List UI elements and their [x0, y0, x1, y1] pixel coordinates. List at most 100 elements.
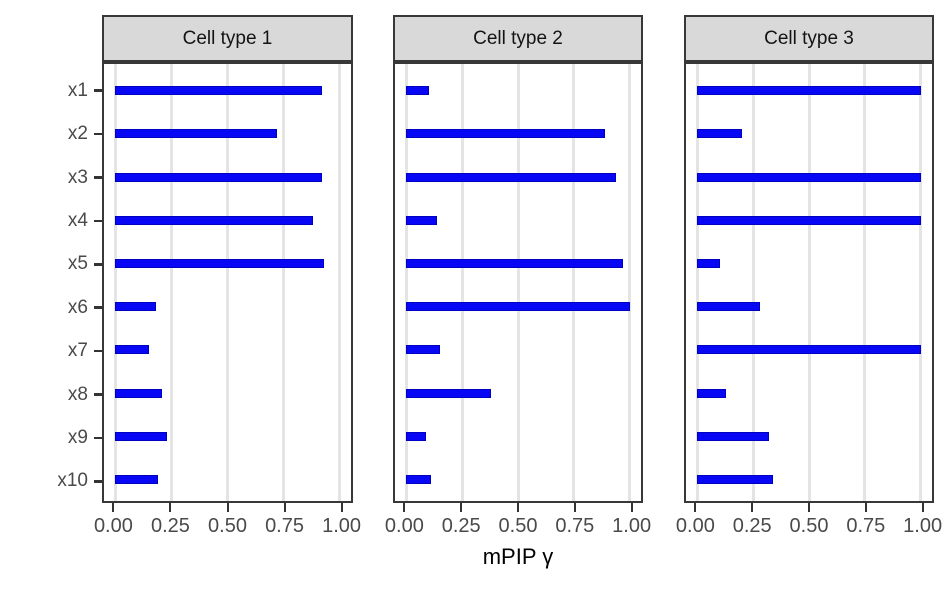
facet-cell-type-3: Cell type 3 0.00 0.25 0.50 0.75 1.00	[676, 15, 942, 563]
bar	[697, 474, 774, 484]
y-axis-row: x8	[0, 373, 102, 416]
bar	[697, 86, 921, 96]
y-axis-row: x5	[0, 243, 102, 286]
bar-row	[686, 199, 932, 242]
bar-rows	[104, 64, 351, 501]
plot-panel	[102, 62, 353, 503]
bar-row	[104, 112, 351, 155]
bar	[697, 431, 769, 441]
gridline	[516, 64, 520, 501]
gridline	[169, 64, 173, 501]
x-tick-label: 0.00	[675, 515, 715, 537]
y-category-label: x9	[67, 426, 88, 448]
facet-strip: Cell type 3	[684, 15, 934, 62]
gridline	[863, 64, 867, 501]
y-tick	[94, 176, 102, 179]
gridline	[226, 64, 229, 501]
x-tick	[283, 503, 286, 512]
y-tick	[94, 436, 102, 440]
facet-strip: Cell type 2	[393, 15, 643, 62]
y-category-label: x10	[57, 470, 88, 492]
x-tick	[403, 503, 406, 512]
gridline	[628, 64, 632, 501]
y-axis-row: x6	[0, 286, 102, 329]
facet-strip-label: Cell type 1	[182, 27, 273, 49]
bar-row	[395, 69, 641, 112]
y-tick	[94, 393, 102, 396]
bar-row	[104, 199, 351, 242]
y-category-label: x4	[67, 209, 88, 231]
x-tick	[694, 503, 697, 512]
y-axis-rows: x1 x2 x3 x4 x5 x6 x7 x8 x9 x10	[0, 62, 102, 503]
bar-row	[104, 328, 351, 371]
bar	[697, 345, 921, 355]
y-axis-row: x2	[0, 112, 102, 155]
gridline	[460, 64, 464, 501]
bar	[115, 258, 325, 268]
bar	[406, 172, 617, 182]
x-tick-label: 0.75	[265, 515, 304, 537]
plot-panel	[684, 62, 934, 503]
bar	[115, 215, 313, 225]
x-axis: 0.00 0.25 0.50 0.75 1.00	[385, 503, 651, 563]
x-axis-title: mPIP γ	[482, 544, 554, 569]
y-category-label: x2	[67, 123, 88, 145]
gridline	[572, 64, 576, 501]
bar-row	[104, 242, 351, 285]
bar-row	[104, 285, 351, 328]
bar-row	[104, 69, 351, 112]
bar-row	[395, 328, 641, 371]
bar-row	[395, 199, 641, 242]
bar	[697, 302, 760, 312]
bar-row	[104, 155, 351, 198]
bar-row	[686, 155, 932, 198]
x-tick	[630, 503, 633, 512]
bar-row	[104, 415, 351, 458]
y-tick	[94, 89, 102, 92]
gridline	[751, 64, 755, 501]
y-tick	[94, 349, 102, 353]
facet-strip: Cell type 1	[102, 15, 353, 62]
gridline	[113, 64, 117, 501]
x-tick-label: 0.00	[93, 515, 133, 537]
bar	[115, 86, 322, 96]
x-tick	[517, 503, 519, 512]
x-tick-label: 0.25	[441, 515, 481, 537]
bar	[406, 474, 431, 484]
y-tick	[94, 132, 102, 136]
x-tick	[921, 503, 924, 512]
y-category-label: x1	[67, 79, 88, 101]
y-axis-row: x10	[0, 460, 102, 503]
bar	[115, 302, 156, 312]
bar	[697, 258, 720, 268]
bar	[697, 215, 921, 225]
x-tick-label: 0.75	[846, 515, 886, 537]
bar-rows	[395, 64, 641, 501]
x-tick	[573, 503, 576, 512]
y-tick	[94, 480, 102, 483]
bar	[697, 172, 921, 182]
gridline	[919, 64, 923, 501]
y-tick	[94, 219, 102, 223]
bar-rows	[686, 64, 932, 501]
bar	[115, 129, 277, 139]
y-axis: x1 x2 x3 x4 x5 x6 x7 x8 x9 x10	[0, 62, 102, 503]
bar-row	[686, 415, 932, 458]
facet-strip-label: Cell type 2	[473, 27, 563, 49]
bar	[406, 431, 427, 441]
x-tick	[864, 503, 867, 512]
y-tick	[94, 306, 102, 309]
bar-row	[686, 458, 932, 501]
y-category-label: x7	[67, 340, 88, 362]
x-tick	[751, 503, 754, 512]
y-category-label: x3	[67, 166, 88, 188]
gridline	[695, 64, 699, 501]
bar-row	[395, 371, 641, 414]
bar	[406, 388, 492, 398]
bar-row	[395, 415, 641, 458]
bar	[697, 129, 742, 139]
y-axis-row: x4	[0, 199, 102, 242]
bar	[406, 302, 630, 312]
y-category-label: x8	[67, 383, 88, 405]
